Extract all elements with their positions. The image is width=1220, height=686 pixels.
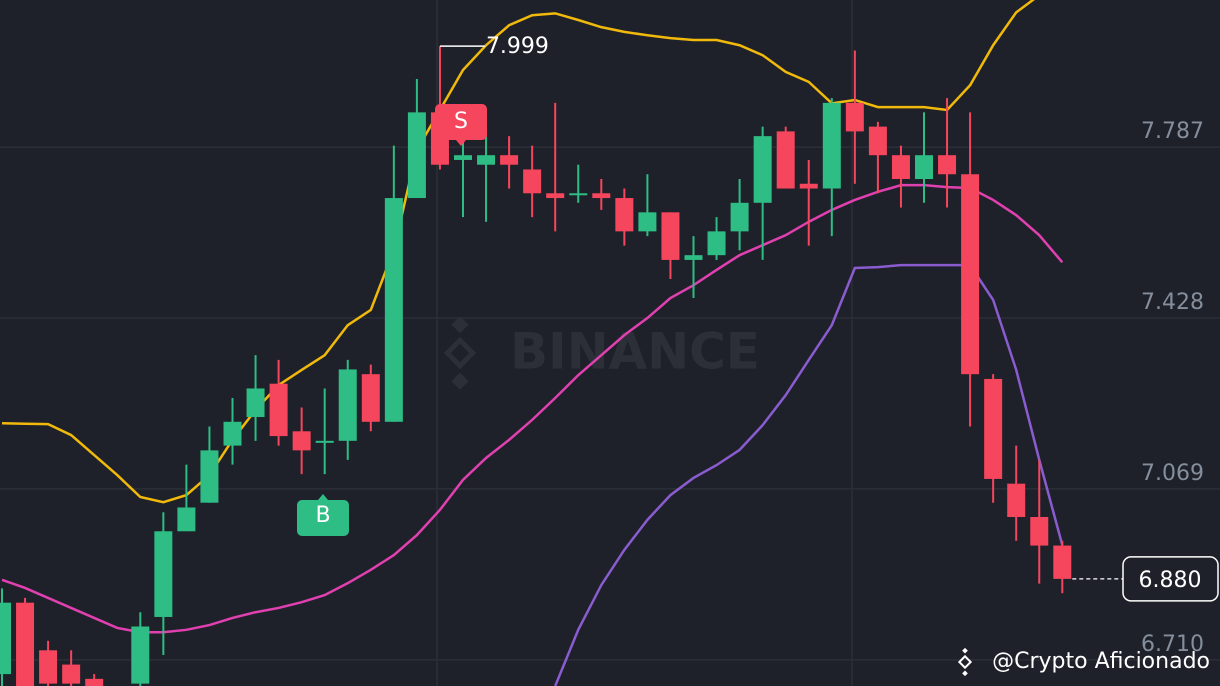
candle-body — [961, 174, 980, 375]
y-tick-label: 6.710 — [1141, 632, 1204, 657]
credit: @Crypto Aficionado — [992, 649, 1210, 674]
candle-body — [523, 169, 542, 194]
indicator-line — [1, 0, 1035, 504]
credit-logo — [957, 647, 973, 677]
candle-body — [984, 378, 1003, 479]
candle-body — [500, 155, 519, 165]
candle-body — [477, 155, 496, 165]
candle-body — [661, 212, 680, 260]
candle-body — [407, 112, 426, 199]
candle-body — [62, 664, 81, 684]
candle-body — [799, 183, 818, 189]
y-tick-label: 7.787 — [1141, 119, 1204, 144]
candle-body — [39, 650, 58, 684]
high-label: 7.999 — [486, 34, 549, 59]
trade-marker-label: B — [315, 503, 330, 528]
candle-body — [891, 155, 910, 179]
candle-body — [938, 155, 957, 175]
candle-body — [292, 431, 311, 451]
last-price-label: 6.880 — [1139, 568, 1202, 593]
candle-body — [1030, 516, 1049, 546]
candle-body — [638, 212, 657, 232]
candle-body — [384, 198, 403, 422]
last-price-box — [1122, 556, 1219, 602]
candle-body — [338, 369, 357, 441]
trade-marker — [435, 104, 487, 146]
candle-body — [684, 255, 703, 260]
candle-body — [753, 136, 772, 203]
trade-marker — [297, 494, 349, 536]
candle-body — [546, 193, 565, 199]
candle-body — [822, 102, 841, 189]
candle-body — [315, 440, 334, 443]
candle-body — [154, 531, 173, 617]
candle-body — [615, 198, 634, 232]
watermark: BINANCE — [510, 323, 760, 381]
watermark-group: BINANCE — [443, 316, 760, 390]
candle-body — [246, 388, 265, 418]
candle-body — [200, 450, 219, 503]
candle-body — [361, 374, 380, 422]
candle-body — [0, 602, 11, 675]
candle-body — [915, 155, 933, 179]
y-tick-label: 7.069 — [1141, 461, 1204, 486]
candle-body — [177, 507, 196, 532]
candle-body — [868, 126, 887, 156]
trade-marker-label: S — [454, 109, 468, 134]
candle-body — [1007, 483, 1026, 517]
candle-body — [592, 193, 611, 199]
candle-body — [131, 626, 150, 684]
candle-body — [730, 202, 749, 232]
candle-body — [776, 131, 795, 189]
candle-body — [845, 102, 864, 132]
candle-body — [454, 155, 472, 160]
candle-body — [569, 193, 588, 196]
candle-body — [1053, 545, 1072, 579]
candle-body — [85, 678, 104, 686]
indicator-line — [1, 183, 1064, 634]
y-tick-label: 7.428 — [1141, 290, 1204, 315]
candle-body — [223, 421, 242, 446]
candle-body — [707, 231, 726, 256]
candle-body — [16, 602, 35, 686]
candle-body — [269, 383, 288, 437]
